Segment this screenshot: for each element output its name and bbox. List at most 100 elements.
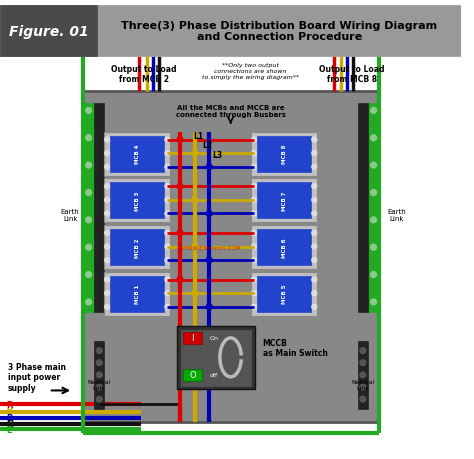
Bar xyxy=(104,226,170,269)
Circle shape xyxy=(86,245,91,251)
Circle shape xyxy=(312,138,317,143)
Circle shape xyxy=(165,278,170,282)
Circle shape xyxy=(105,165,109,170)
Text: MCCB
as Main Switch: MCCB as Main Switch xyxy=(263,338,328,358)
Text: Earth
Link: Earth Link xyxy=(388,208,406,221)
Bar xyxy=(251,133,317,176)
Circle shape xyxy=(86,272,91,278)
Bar xyxy=(104,179,170,223)
Text: B: B xyxy=(6,413,12,422)
Circle shape xyxy=(252,138,256,143)
Text: All the MCBs and MCCB are
connected through Busbars: All the MCBs and MCCB are connected thro… xyxy=(176,105,286,118)
Circle shape xyxy=(165,185,170,189)
Text: MCB 1: MCB 1 xyxy=(135,285,140,304)
Circle shape xyxy=(96,372,102,378)
Circle shape xyxy=(86,135,91,141)
Circle shape xyxy=(312,231,317,236)
Circle shape xyxy=(86,299,91,305)
Bar xyxy=(177,326,255,390)
Text: O: O xyxy=(190,370,196,380)
Bar xyxy=(110,183,164,219)
Circle shape xyxy=(312,291,317,296)
Circle shape xyxy=(86,163,91,168)
Bar xyxy=(110,230,164,265)
Circle shape xyxy=(165,305,170,309)
Circle shape xyxy=(96,360,102,366)
Circle shape xyxy=(371,108,376,114)
Bar xyxy=(183,369,202,381)
Circle shape xyxy=(105,278,109,282)
Circle shape xyxy=(312,212,317,216)
Circle shape xyxy=(312,245,317,249)
Bar xyxy=(83,103,94,312)
Text: off: off xyxy=(210,373,218,378)
Circle shape xyxy=(252,278,256,282)
Circle shape xyxy=(252,258,256,263)
Text: L1: L1 xyxy=(194,131,204,140)
Bar xyxy=(368,103,379,312)
Text: Figure. 01: Figure. 01 xyxy=(9,24,89,39)
Circle shape xyxy=(360,360,366,366)
Text: MCB 8: MCB 8 xyxy=(282,145,287,164)
Text: Neutral
Link: Neutral Link xyxy=(351,380,374,390)
Circle shape xyxy=(360,397,366,402)
Bar xyxy=(110,136,164,172)
Circle shape xyxy=(86,218,91,223)
Text: Earth
Link: Earth Link xyxy=(61,208,80,221)
Circle shape xyxy=(371,245,376,251)
Circle shape xyxy=(177,137,183,143)
Text: MCB 3: MCB 3 xyxy=(135,191,140,211)
Text: MCB 4: MCB 4 xyxy=(135,145,140,164)
Circle shape xyxy=(206,304,212,310)
Circle shape xyxy=(96,348,102,354)
Circle shape xyxy=(105,245,109,249)
Circle shape xyxy=(252,151,256,156)
Circle shape xyxy=(165,138,170,143)
Circle shape xyxy=(252,165,256,170)
Circle shape xyxy=(312,198,317,203)
Circle shape xyxy=(252,212,256,216)
Bar xyxy=(257,136,311,172)
Circle shape xyxy=(312,185,317,189)
Text: **Only two output
connections are shown
to simply the wiring diagram**: **Only two output connections are shown … xyxy=(201,63,299,79)
Text: Three(3) Phase Distribution Board Wiring Diagram
and Connection Procedure: Three(3) Phase Distribution Board Wiring… xyxy=(121,21,438,42)
Text: E: E xyxy=(6,425,11,434)
Bar xyxy=(104,272,170,316)
Text: MCB 5: MCB 5 xyxy=(282,284,287,304)
Circle shape xyxy=(371,190,376,196)
Bar xyxy=(0,6,97,57)
Circle shape xyxy=(206,257,212,263)
Circle shape xyxy=(191,151,198,157)
Circle shape xyxy=(86,108,91,114)
Circle shape xyxy=(360,348,366,354)
Bar xyxy=(110,276,164,312)
Circle shape xyxy=(165,245,170,249)
Text: MCB 2: MCB 2 xyxy=(135,238,140,257)
Circle shape xyxy=(165,291,170,296)
Bar xyxy=(0,6,461,57)
Circle shape xyxy=(252,198,256,203)
Circle shape xyxy=(371,299,376,305)
Circle shape xyxy=(252,305,256,309)
Circle shape xyxy=(165,165,170,170)
Circle shape xyxy=(312,151,317,156)
Circle shape xyxy=(371,272,376,278)
Circle shape xyxy=(165,212,170,216)
Text: Output to Load
from MCB 8: Output to Load from MCB 8 xyxy=(319,65,385,84)
Text: On: On xyxy=(210,336,219,341)
Circle shape xyxy=(252,185,256,189)
Bar xyxy=(257,183,311,219)
Text: L2: L2 xyxy=(202,141,212,150)
Bar xyxy=(183,332,202,344)
Circle shape xyxy=(105,138,109,143)
Circle shape xyxy=(105,151,109,156)
Text: 3 Phase main
input power
supply: 3 Phase main input power supply xyxy=(8,362,66,392)
Circle shape xyxy=(360,372,366,378)
Text: N: N xyxy=(6,419,13,428)
Circle shape xyxy=(206,211,212,217)
Bar xyxy=(358,341,368,409)
Circle shape xyxy=(252,291,256,296)
Circle shape xyxy=(371,163,376,168)
Circle shape xyxy=(86,190,91,196)
Circle shape xyxy=(105,231,109,236)
